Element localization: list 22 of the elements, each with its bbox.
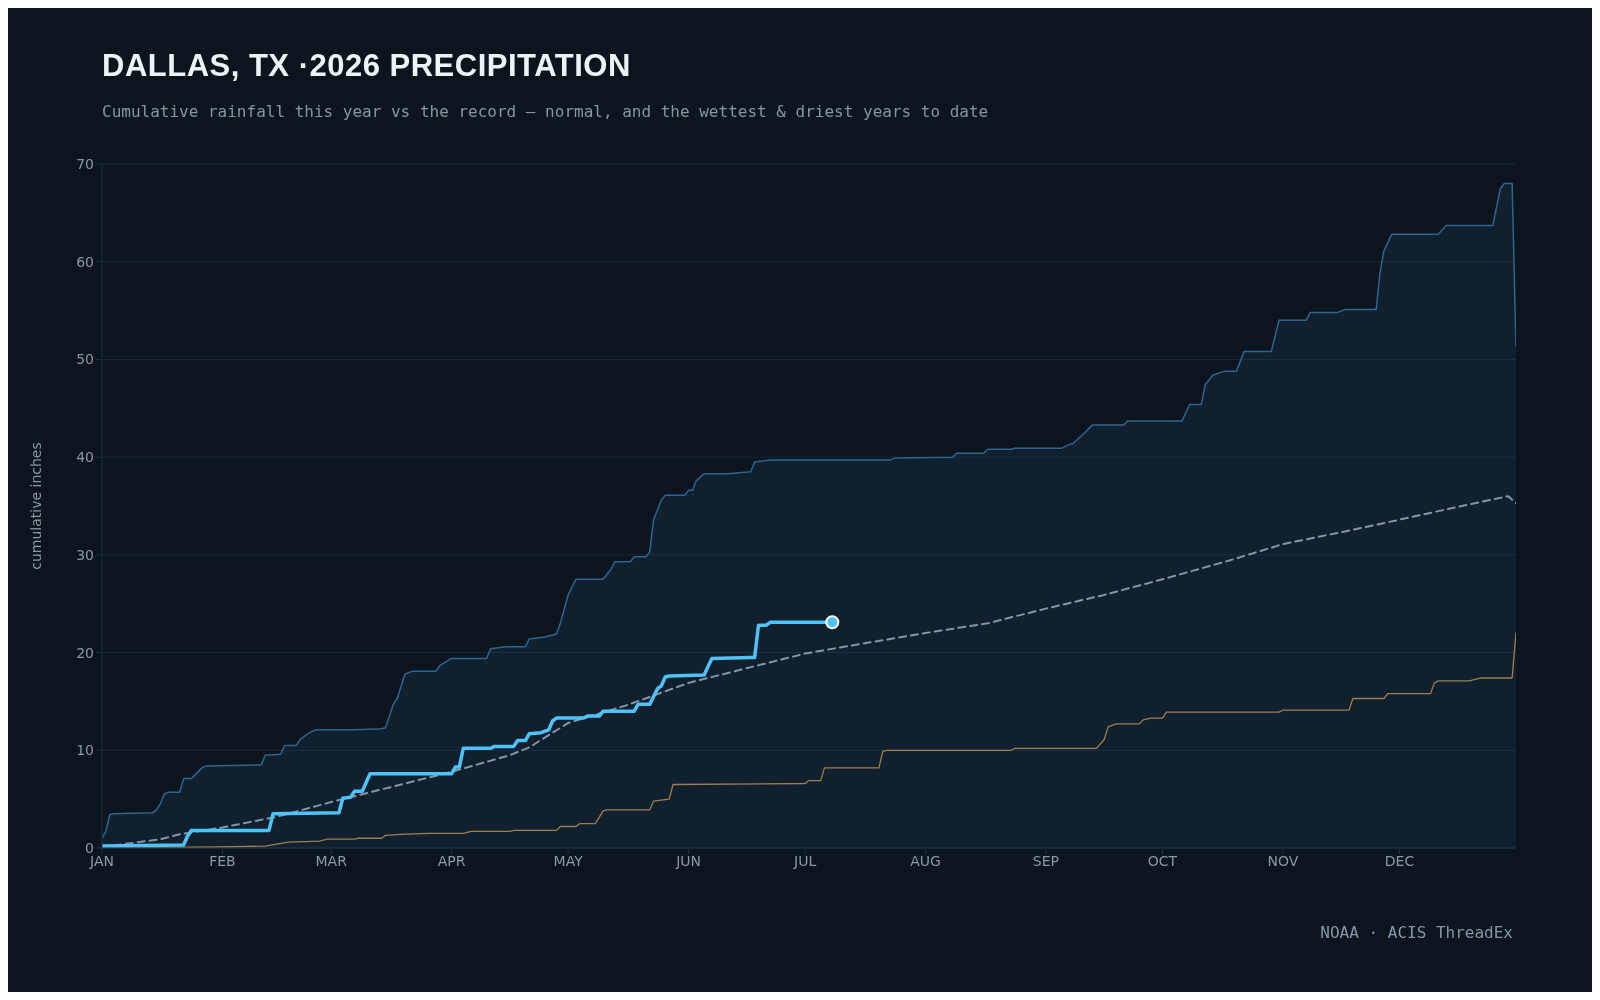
chart-subtitle: Cumulative rainfall this year vs the record — normal, and the wettest & driest years to date bbox=[102, 102, 989, 121]
x-tick-label: SEP bbox=[1032, 852, 1060, 869]
x-tick-label: MAY bbox=[553, 852, 584, 869]
x-tick-label: AUG bbox=[910, 852, 941, 869]
y-tick-label: 40 bbox=[76, 449, 94, 466]
y-tick-label: 50 bbox=[76, 351, 94, 368]
x-tick-label: FEB bbox=[209, 852, 236, 869]
y-tick-label: 20 bbox=[76, 644, 94, 661]
y-axis-title: cumulative inches bbox=[27, 442, 44, 570]
x-tick-label: OCT bbox=[1147, 852, 1178, 869]
x-tick-label: DEC bbox=[1384, 852, 1415, 869]
x-tick-label: NOV bbox=[1267, 852, 1299, 869]
x-tick-label: JUL bbox=[793, 852, 817, 869]
y-tick-label: 30 bbox=[76, 546, 94, 563]
y-tick-label: 10 bbox=[76, 742, 94, 759]
x-tick-label: MAR bbox=[315, 852, 348, 869]
text: NOAA · ACIS ThreadEx bbox=[1320, 923, 1513, 942]
x-tick-label: APR bbox=[437, 852, 466, 869]
x-tick-label: JUN bbox=[675, 852, 702, 869]
chart-title: DALLAS, TX ·2026 PRECIPITATION bbox=[102, 48, 631, 84]
y-tick-label: 60 bbox=[76, 253, 94, 270]
y-tick-label: 70 bbox=[76, 155, 94, 172]
